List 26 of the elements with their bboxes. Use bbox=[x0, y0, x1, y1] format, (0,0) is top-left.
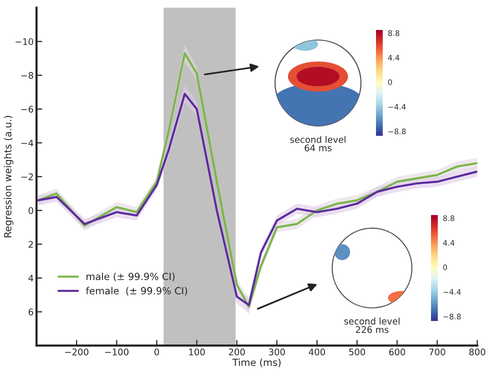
x-tick-label: 700 bbox=[429, 348, 446, 356]
y-tick-label: −6 bbox=[21, 106, 34, 113]
x-tick-label: −100 bbox=[105, 348, 128, 356]
legend-label: male (± 99.9% CI) bbox=[86, 272, 175, 282]
x-axis-title: Time (ms) bbox=[232, 358, 281, 368]
y-tick-label: −2 bbox=[21, 173, 33, 180]
x-tick-label: 0 bbox=[154, 348, 159, 356]
x-tick-label: 600 bbox=[389, 348, 406, 356]
x-tick-label: 800 bbox=[469, 348, 486, 356]
y-tick-label: 0 bbox=[28, 207, 34, 214]
y-tick-label: 4 bbox=[28, 274, 34, 282]
y-tick-label: −4 bbox=[21, 140, 34, 146]
y-tick-label: 6 bbox=[28, 308, 34, 316]
x-tick-label: 500 bbox=[349, 348, 366, 356]
x-tick-label: 400 bbox=[308, 348, 326, 356]
x-tick-label: −200 bbox=[65, 348, 88, 356]
y-tick-label: −8 bbox=[21, 72, 34, 79]
annotation: second level 226 ms bbox=[344, 318, 400, 334]
x-tick-label: 300 bbox=[269, 348, 285, 356]
y-tick-label: −10 bbox=[16, 38, 34, 46]
y-axis-title: Regression weights (a.u.) bbox=[4, 116, 14, 238]
legend-label: female (± 99.9% CI) bbox=[86, 286, 188, 296]
y-tick-label: 2 bbox=[28, 240, 33, 248]
x-tick-label: 200 bbox=[228, 348, 245, 356]
annotation: second level 64 ms bbox=[290, 136, 346, 152]
x-tick-label: 100 bbox=[189, 348, 205, 356]
